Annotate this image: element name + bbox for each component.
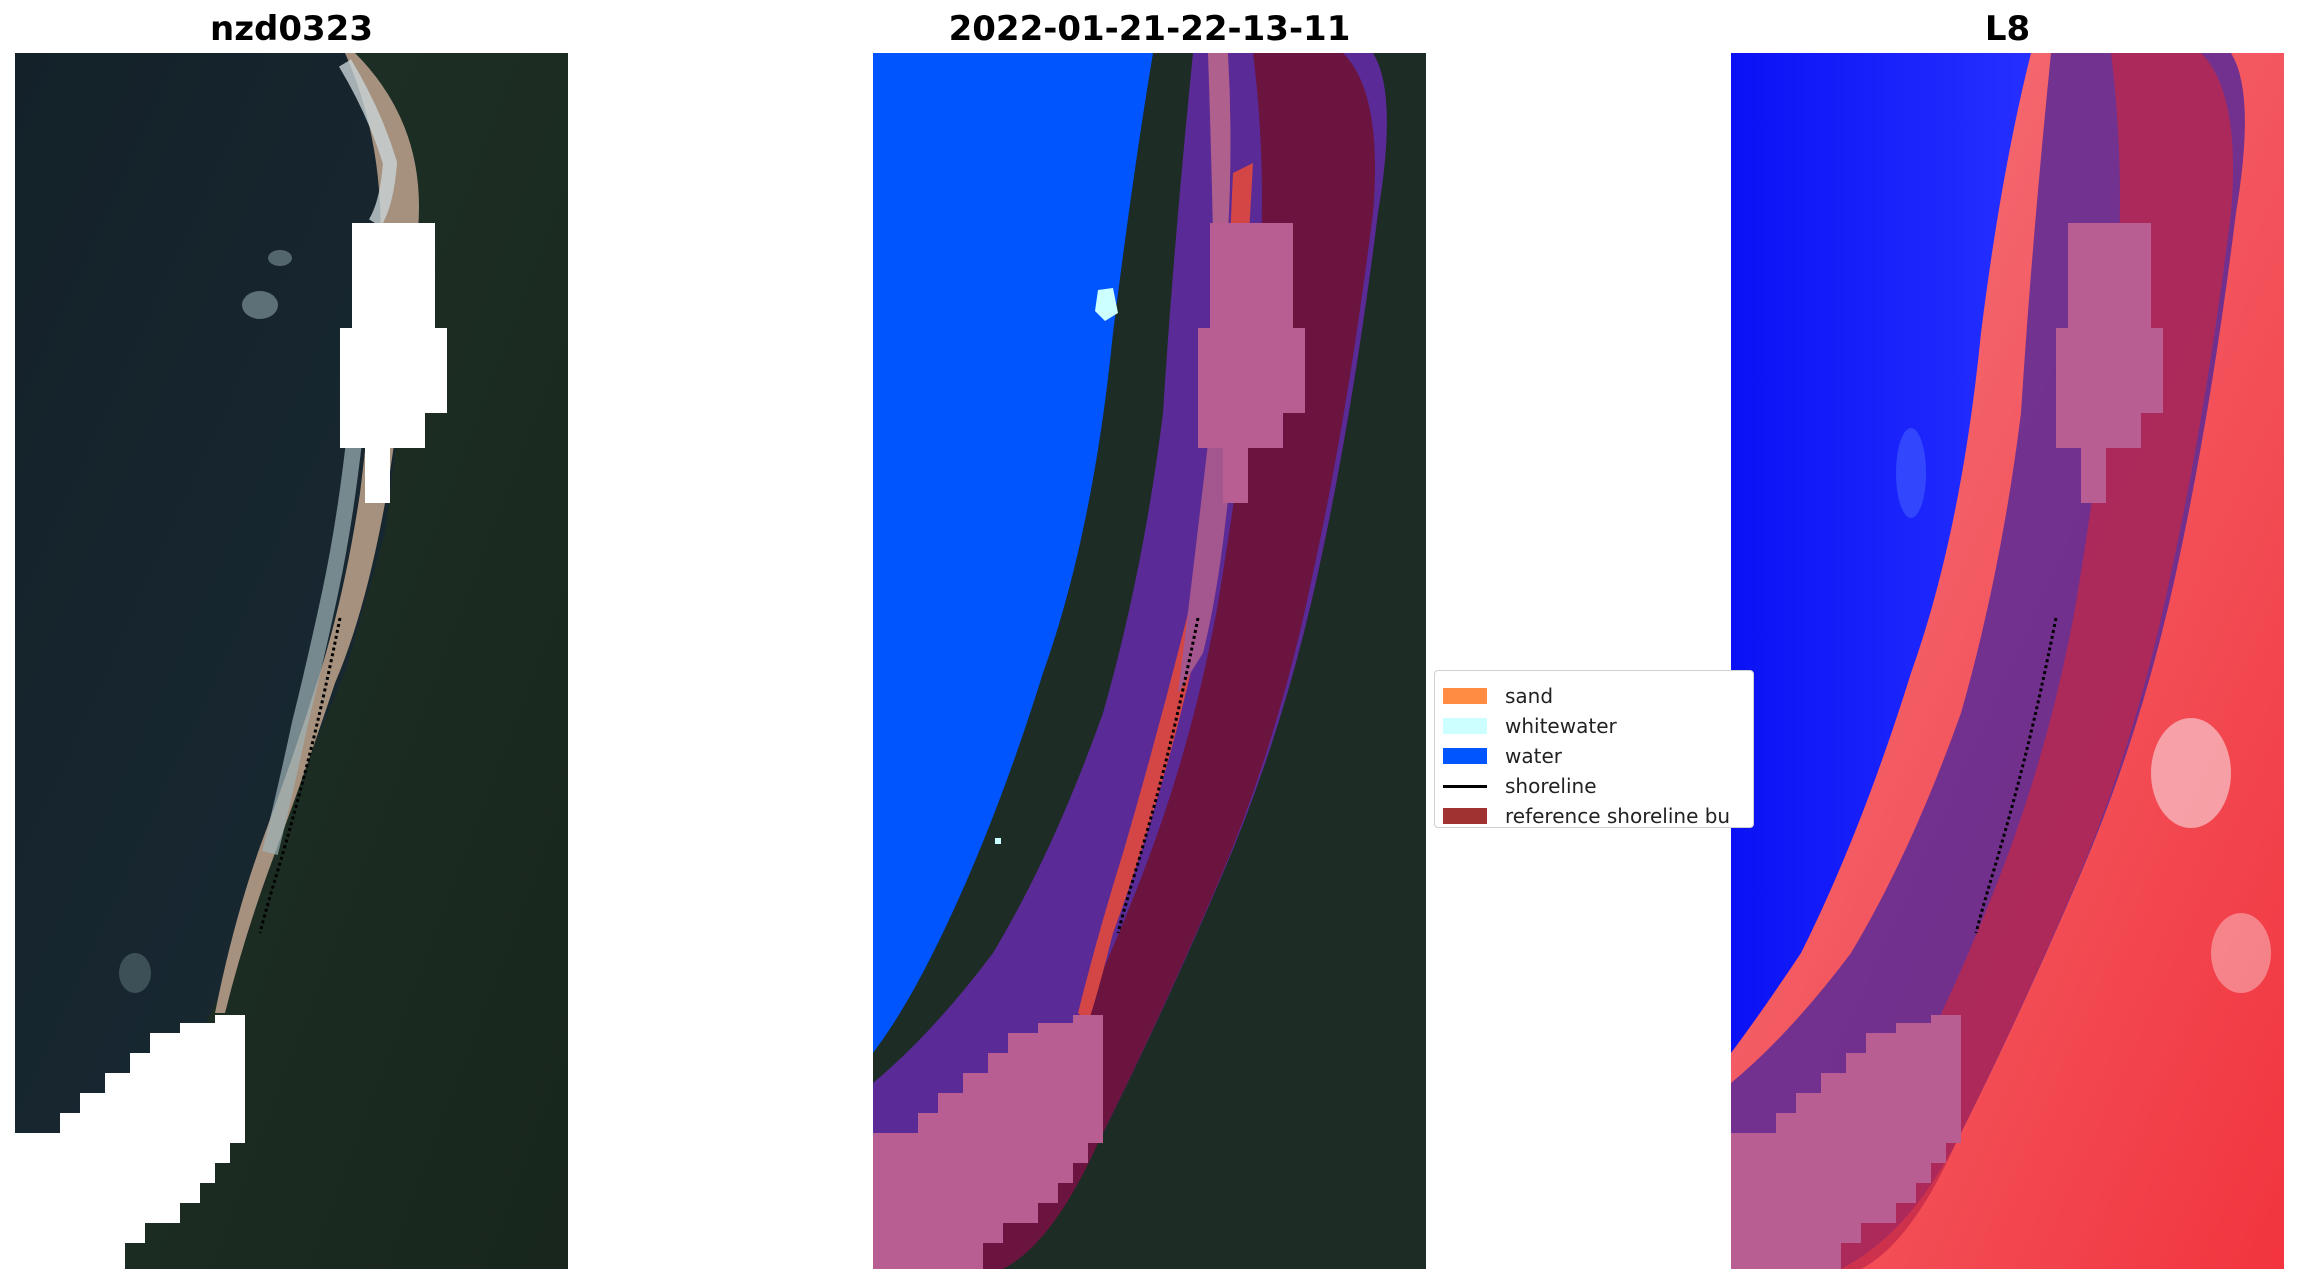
legend-item-water: water — [1443, 741, 1562, 771]
legend-label: whitewater — [1505, 714, 1617, 738]
classified-image — [873, 53, 1426, 1269]
index-water-streak — [1896, 428, 1926, 518]
bright-land-patch — [2151, 718, 2231, 828]
buffer-mask-strip-north — [1208, 53, 1231, 233]
buffer-mask-strip-mid — [1178, 443, 1233, 693]
rgb-image-panel — [15, 53, 568, 1269]
legend-swatch-sand — [1443, 688, 1487, 704]
legend-item-shoreline: shoreline — [1443, 771, 1597, 801]
legend-item-sand: sand — [1443, 681, 1553, 711]
legend-label: sand — [1505, 684, 1554, 708]
panel-title-classified: 2022-01-21-22-13-11 — [948, 9, 1351, 49]
beach-sand — [215, 53, 419, 1013]
legend-label: reference shoreline bu — [1505, 804, 1731, 828]
whitewater-class-pixel — [995, 838, 1001, 844]
index-image — [1731, 53, 2284, 1269]
legend-label: shoreline — [1505, 774, 1597, 798]
surf-north — [338, 59, 398, 227]
cloud-mask-south — [873, 1015, 1103, 1269]
panel-title-index: L8 — [1984, 9, 2031, 49]
cloud-mask-north — [340, 223, 447, 503]
legend-swatch-reference-buffer — [1443, 808, 1487, 824]
surf-line — [262, 432, 363, 855]
cloud-mask-south — [1731, 1015, 1961, 1269]
land-area — [105, 53, 568, 1269]
cloud-mask-north — [2056, 223, 2163, 503]
rgb-image — [15, 53, 568, 1269]
whitewater-patch-3 — [119, 953, 151, 993]
cloud-mask-north — [1198, 223, 1305, 503]
whitewater-patch-2 — [268, 250, 292, 266]
bright-land-patch-2 — [2211, 913, 2271, 993]
legend-swatch-whitewater — [1443, 718, 1487, 734]
panel-title-rgb: nzd0323 — [210, 9, 373, 49]
legend-item-whitewater: whitewater — [1443, 711, 1617, 741]
legend-item-reference-buffer: reference shoreline bu — [1443, 801, 1731, 828]
classified-image-panel — [873, 53, 1426, 1269]
index-image-panel — [1731, 53, 2284, 1269]
water-index-area — [1731, 53, 2031, 1053]
cloud-mask-south — [15, 1015, 245, 1269]
legend-label: water — [1505, 744, 1562, 768]
legend: sand whitewater water shoreline referenc… — [1434, 670, 1754, 828]
whitewater-class-patch — [1095, 288, 1118, 321]
water-class-area — [873, 53, 1153, 1053]
whitewater-patch — [242, 291, 278, 319]
legend-swatch-water — [1443, 748, 1487, 764]
legend-line-shoreline — [1443, 784, 1487, 788]
